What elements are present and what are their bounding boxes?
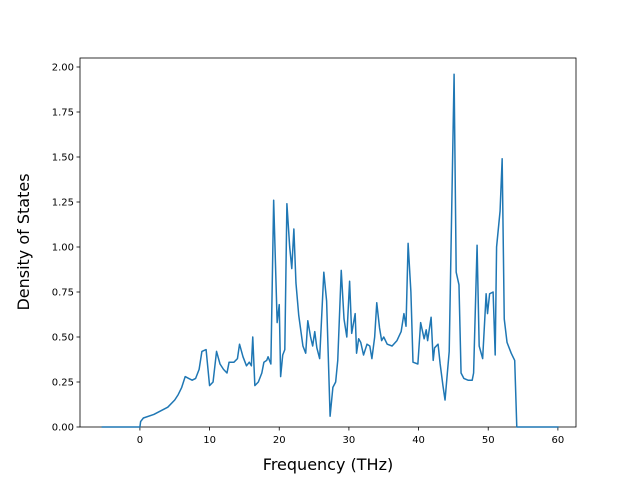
y-tick-label: 1.25 <box>52 198 74 209</box>
y-tick-label: 2.00 <box>52 63 74 74</box>
y-tick-label: 0.25 <box>52 378 74 389</box>
y-tick-label: 0.50 <box>52 333 74 344</box>
y-tick-label: 1.75 <box>52 108 74 119</box>
y-tick-label: 1.50 <box>52 153 74 164</box>
x-tick-label: 10 <box>203 435 216 446</box>
x-axis-label: Frequency (THz) <box>263 455 393 474</box>
y-tick-label: 0.00 <box>52 423 74 434</box>
y-tick-label: 0.75 <box>52 288 74 299</box>
x-tick-label: 50 <box>482 435 495 446</box>
dos-line <box>101 73 559 428</box>
x-tick-label: 20 <box>273 435 286 446</box>
x-tick-label: 40 <box>412 435 425 446</box>
plot-frame <box>79 57 577 428</box>
x-tick-label: 0 <box>137 435 143 446</box>
y-axis-label: Density of States <box>14 173 33 310</box>
x-tick-label: 60 <box>552 435 565 446</box>
x-tick-label: 30 <box>343 435 356 446</box>
y-tick-label: 1.00 <box>52 243 74 254</box>
